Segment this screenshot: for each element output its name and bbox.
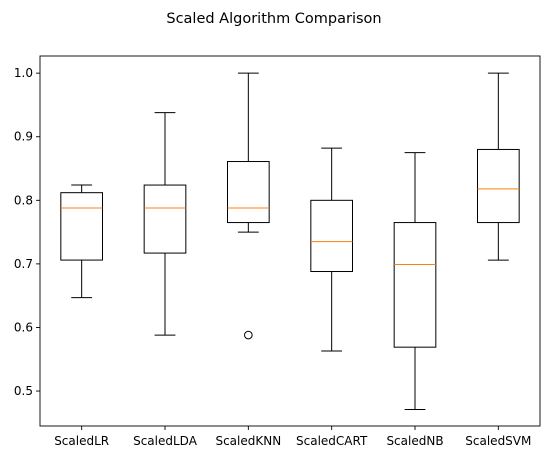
y-tick-label: 1.0	[14, 66, 33, 80]
x-tick-label: ScaledCART	[296, 434, 368, 448]
y-axis: 0.5 0.6 0.7 0.8 0.9 1.0	[14, 66, 40, 398]
x-tick-label: ScaledNB	[386, 434, 443, 448]
box-group-scalednb	[393, 152, 437, 410]
box-group-scaledlda	[143, 112, 187, 336]
chart-title: Scaled Algorithm Comparison	[166, 11, 381, 27]
iqr-box	[310, 199, 354, 273]
y-tick-label: 0.6	[14, 320, 33, 334]
x-axis: ScaledLR ScaledLDA ScaledKNN ScaledCART Scal…	[54, 426, 531, 448]
axes-frame	[39, 55, 541, 427]
iqr-box	[60, 192, 103, 261]
iqr-box	[143, 184, 187, 254]
x-tick-label: ScaledLDA	[133, 434, 198, 448]
outlier-point	[244, 330, 253, 340]
x-tick-label: ScaledLR	[54, 434, 109, 448]
iqr-box	[477, 148, 520, 224]
iqr-box	[393, 222, 437, 348]
y-tick-label: 0.8	[14, 193, 33, 207]
box-group-scaledcart	[310, 147, 354, 352]
y-tick-label: 0.9	[14, 130, 33, 144]
iqr-box	[227, 161, 270, 224]
y-tick-label: 0.7	[14, 257, 33, 271]
plot-area	[60, 72, 520, 410]
x-tick-label: ScaledKNN	[215, 434, 281, 448]
box-group-scaledlr	[60, 184, 103, 299]
x-tick-label: ScaledSVM	[465, 434, 531, 448]
box-group-scaledknn	[227, 72, 270, 340]
y-tick-label: 0.5	[14, 384, 33, 398]
box-group-scaledsvm	[477, 72, 520, 261]
